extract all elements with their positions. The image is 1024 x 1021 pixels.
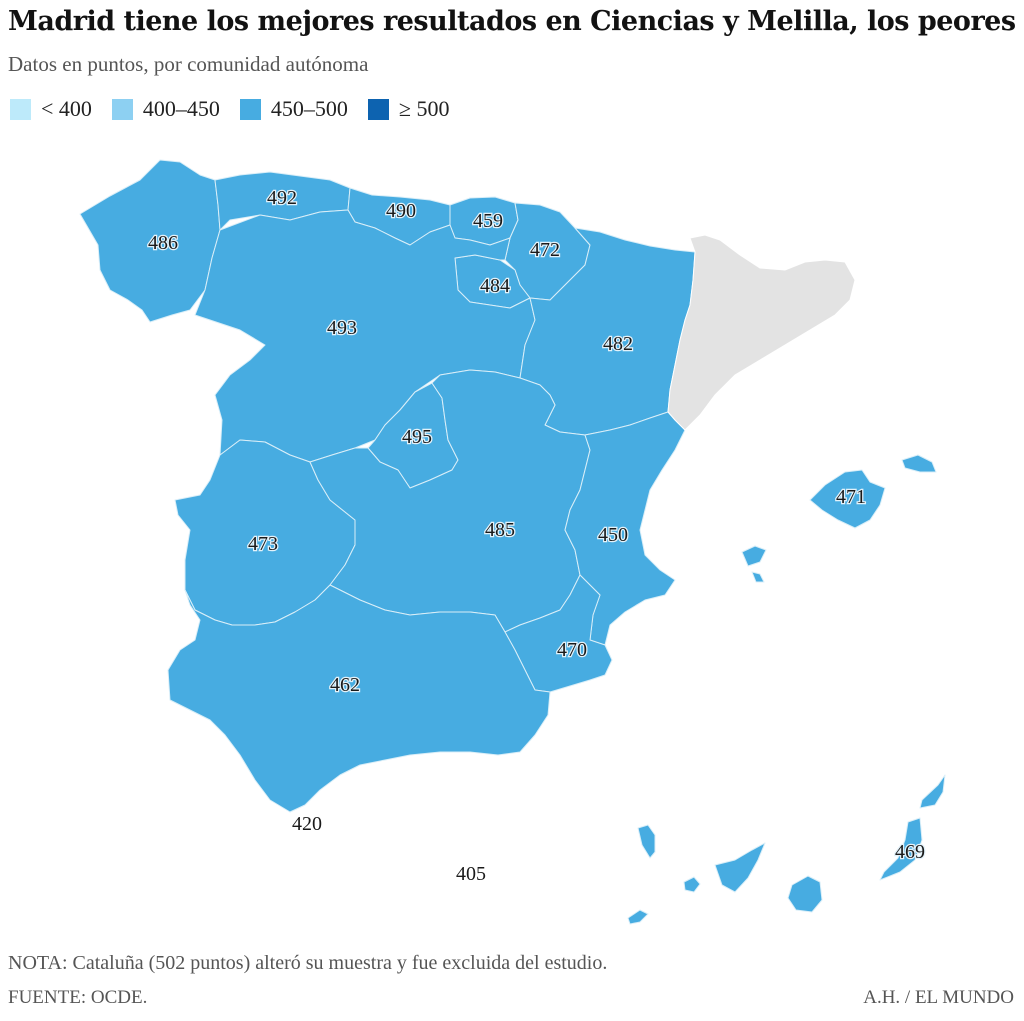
legend-item-gte500: ≥ 500	[367, 96, 450, 122]
legend-swatch-400-450	[111, 98, 133, 120]
legend-item-450-500: 450–500	[239, 96, 348, 122]
value-label-ceuta: 420	[292, 813, 322, 835]
region-canarias-el-hierro[interactable]	[627, 909, 649, 925]
region-baleares-menorca[interactable]	[901, 454, 937, 473]
value-label-madrid: 495	[402, 426, 432, 448]
legend-label-lt400: < 400	[41, 96, 92, 121]
value-label-canarias: 469	[895, 841, 925, 863]
value-label-baleares: 471	[836, 486, 866, 508]
value-label-la-rioja: 484	[480, 275, 510, 297]
region-baleares-ibiza[interactable]	[741, 545, 767, 567]
value-label-galicia: 486	[148, 232, 178, 254]
footnote: NOTA: Cataluña (502 puntos) alteró su mu…	[8, 952, 608, 974]
legend-item-400-450: 400–450	[111, 96, 220, 122]
region-baleares-mallorca[interactable]	[809, 469, 886, 529]
region-canarias-la-gomera[interactable]	[683, 876, 701, 893]
region-canarias-tenerife[interactable]	[714, 842, 766, 893]
legend-swatch-lt400	[10, 98, 31, 120]
legend-label-400-450: 400–450	[142, 96, 220, 121]
legend-label-gte500: ≥ 500	[398, 96, 450, 121]
legend: < 400 400–450 450–500 ≥ 500	[10, 96, 470, 122]
value-label-asturias: 492	[267, 187, 297, 209]
source-line: FUENTE: OCDE.	[8, 987, 148, 1008]
region-baleares-formentera[interactable]	[751, 571, 765, 583]
region-cataluna	[667, 234, 856, 431]
value-label-navarra: 472	[530, 239, 560, 261]
region-canarias-la-palma[interactable]	[637, 824, 656, 859]
region-canarias-gran-canaria[interactable]	[787, 875, 823, 913]
value-label-valenciana: 450	[598, 524, 628, 546]
value-label-murcia: 470	[557, 639, 587, 661]
value-label-extremadura: 473	[248, 533, 278, 555]
value-label-aragon: 482	[603, 333, 633, 355]
legend-swatch-450-500	[239, 98, 261, 120]
region-murcia[interactable]	[504, 574, 613, 693]
value-label-melilla: 405	[456, 863, 486, 885]
value-label-cantabria: 490	[386, 200, 416, 222]
region-canarias-lanzarote[interactable]	[919, 774, 946, 809]
legend-item-lt400: < 400	[10, 96, 92, 122]
value-label-andalucia: 462	[330, 674, 360, 696]
credit-line: A.H. / EL MUNDO	[863, 987, 1014, 1008]
value-label-castilla-la-mancha: 485	[485, 519, 515, 541]
legend-swatch-gte500	[367, 98, 389, 120]
chart-title: Madrid tiene los mejores resultados en C…	[8, 6, 1016, 37]
legend-label-450-500: 450–500	[270, 96, 348, 121]
value-label-pais-vasco: 459	[473, 210, 503, 232]
chart-subtitle: Datos en puntos, por comunidad autónoma	[8, 52, 369, 76]
region-andalucia[interactable]	[167, 584, 551, 813]
region-canarias-fuerteventura[interactable]	[879, 817, 923, 881]
value-label-castilla-leon: 493	[327, 317, 357, 339]
